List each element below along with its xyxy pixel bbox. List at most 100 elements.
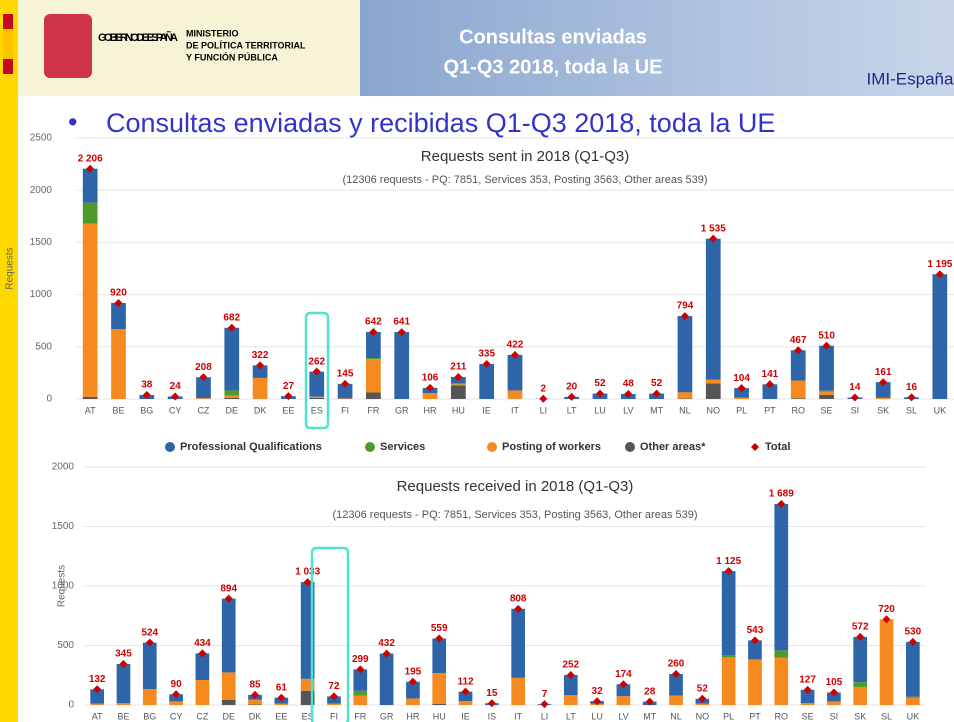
total-marker [540, 700, 549, 709]
total-marker [698, 694, 707, 703]
bar-segment [327, 703, 341, 705]
x-tick-label: UK [934, 405, 947, 415]
bar-segment [111, 302, 126, 330]
bar-segment [819, 390, 834, 392]
bar-segment [248, 704, 262, 705]
bar-segment [906, 641, 920, 697]
legend-label: Posting of workers [502, 441, 601, 453]
bar-segment [734, 397, 749, 399]
x-tick-label: BG [140, 405, 153, 415]
x-tick-label: FI [330, 711, 338, 721]
x-tick-label: UK [907, 711, 920, 721]
x-tick-label: LI [540, 405, 548, 415]
x-tick-label: BE [112, 405, 124, 415]
x-tick-label: MT [643, 711, 656, 721]
chart-title: Requests sent in 2018 (Q1-Q3) [421, 148, 629, 165]
bar-segment [366, 392, 381, 399]
total-label: 112 [457, 676, 474, 687]
total-marker [652, 389, 661, 398]
total-label: 72 [328, 681, 340, 692]
chart-title: Requests received in 2018 (Q1-Q3) [397, 478, 634, 495]
bar-segment [819, 391, 834, 395]
x-tick-label: LU [594, 405, 606, 415]
y-tick-label: 2500 [30, 133, 53, 144]
chart-subtitle: (12306 requests - PQ: 7851, Services 353… [342, 174, 707, 186]
x-tick-label: RO [791, 405, 805, 415]
total-label: 61 [276, 682, 288, 693]
total-label: 530 [905, 627, 922, 638]
x-tick-label: LT [566, 711, 576, 721]
x-tick-label: IE [461, 711, 470, 721]
total-label: 1 033 [295, 567, 320, 578]
bar-segment [507, 354, 523, 391]
bar-segment [309, 371, 325, 397]
x-tick-label: PT [749, 711, 761, 721]
total-label: 24 [170, 381, 182, 392]
bar-segment [221, 598, 236, 673]
total-label: 7 [542, 689, 548, 700]
legend-swatch [751, 443, 759, 451]
legend-label: Other areas* [640, 441, 706, 453]
x-tick-label: NO [707, 405, 721, 415]
total-marker [595, 389, 604, 398]
x-tick-label: FR [354, 711, 366, 721]
x-tick-label: EE [275, 711, 287, 721]
x-tick-label: NO [696, 711, 710, 721]
total-label: 335 [478, 349, 495, 360]
x-tick-label: AT [85, 405, 96, 415]
x-tick-label: SI [830, 711, 839, 721]
total-label: 141 [762, 369, 779, 380]
total-marker [794, 346, 803, 355]
total-label: 20 [566, 382, 578, 393]
total-label: 52 [651, 378, 663, 389]
bar-segment [853, 682, 868, 687]
x-tick-label: SL [906, 405, 917, 415]
bar-segment [819, 345, 834, 391]
total-label: 524 [141, 627, 158, 638]
x-tick-label: FI [341, 405, 349, 415]
total-label: 432 [378, 638, 395, 649]
total-marker [435, 634, 444, 643]
total-marker [227, 323, 236, 332]
x-tick-label: ES [311, 405, 323, 415]
total-marker [750, 636, 759, 645]
bullet-dot: • [68, 107, 77, 137]
total-marker [487, 699, 496, 708]
bar-segment [337, 383, 353, 399]
total-label: 682 [223, 312, 240, 323]
total-label: 252 [562, 660, 579, 671]
bar-segment [116, 663, 131, 704]
total-label: 38 [141, 380, 153, 391]
total-marker [765, 380, 774, 389]
total-label: 27 [283, 381, 295, 392]
total-label: 920 [110, 288, 127, 299]
x-tick-label: GR [380, 711, 394, 721]
total-label: 260 [668, 659, 685, 670]
coat-of-arms [44, 14, 92, 78]
bar-segment [511, 608, 525, 678]
bar-segment [196, 398, 211, 399]
total-label: 2 206 [78, 153, 103, 164]
bar-segment [195, 653, 210, 681]
y-tick-label: 500 [35, 341, 52, 352]
total-label: 90 [171, 679, 183, 690]
total-label: 1 125 [716, 556, 741, 567]
bar-segment [450, 385, 466, 399]
total-marker [567, 392, 576, 401]
x-tick-label: BE [117, 711, 129, 721]
bar-segment [906, 696, 920, 698]
x-tick-label: SE [802, 711, 814, 721]
bar-segment [221, 672, 236, 700]
total-marker [198, 649, 207, 658]
bar-segment [90, 703, 104, 705]
y-tick-label: 2000 [52, 462, 75, 473]
bar-segment [353, 690, 368, 696]
total-marker [709, 234, 718, 243]
total-marker [935, 270, 944, 279]
total-marker [277, 693, 286, 702]
bar-segment [274, 703, 289, 705]
total-marker [171, 392, 180, 401]
bar-segment [379, 653, 394, 705]
bullet-text: Consultas enviadas y recibidas Q1-Q3 201… [106, 108, 775, 138]
bar-segment [790, 350, 806, 381]
